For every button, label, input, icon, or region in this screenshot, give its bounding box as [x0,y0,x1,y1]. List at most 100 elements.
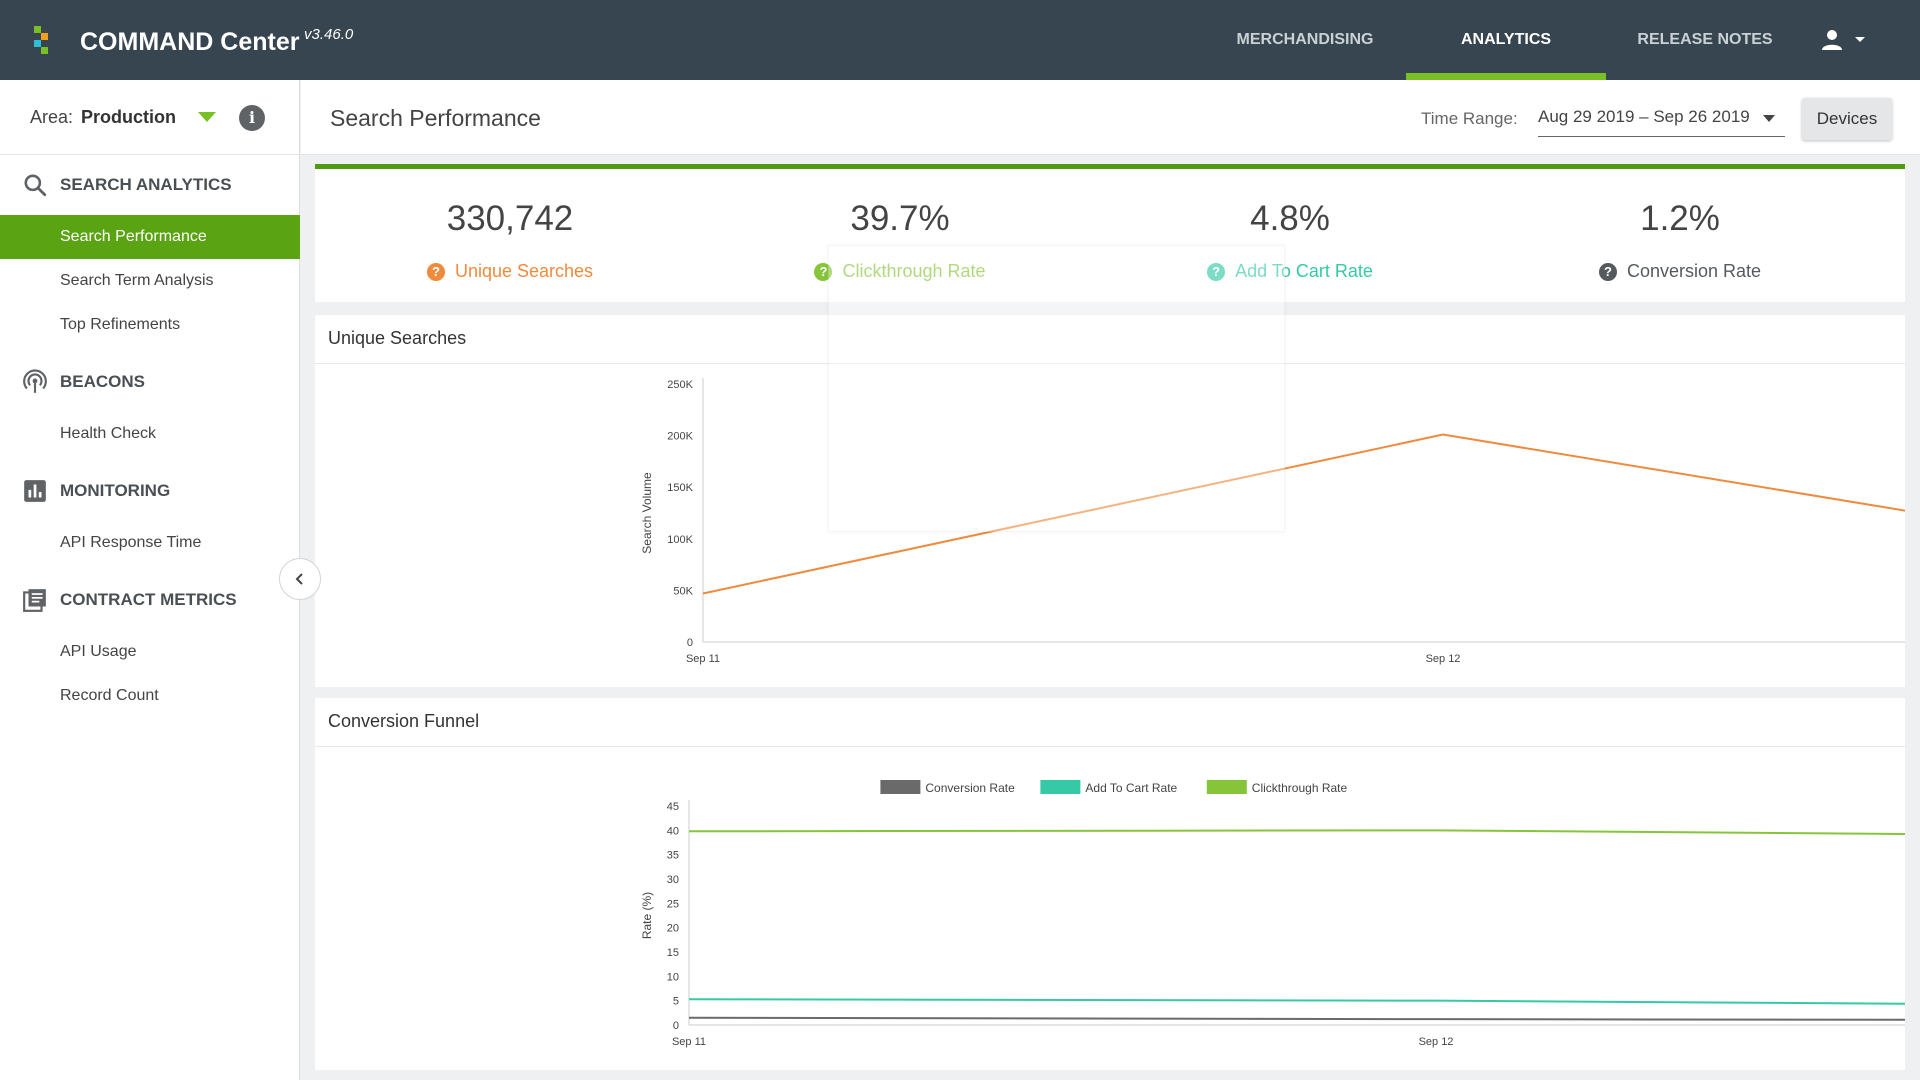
y-tick-label: 10 [667,971,679,983]
section-contract-metrics: CONTRACT METRICS [0,580,300,620]
y-tick-label: 5 [673,996,679,1008]
kpi-label: ? Unique Searches [315,261,705,282]
time-range-select[interactable]: Aug 29 2019 – Sep 26 2019 [1538,101,1785,137]
series-line[interactable] [688,998,1905,1005]
tab-analytics[interactable]: ANALYTICS [1460,31,1552,48]
legend-label: Conversion Rate [925,781,1015,795]
section-search-analytics: SEARCH ANALYTICS [0,165,300,205]
sidebar-item-api-usage[interactable]: API Usage [60,643,137,660]
kpi-label: ? Add To Cart Rate [1095,261,1485,282]
tab-release-notes[interactable]: RELEASE NOTES [1637,31,1773,48]
tab-merchandising[interactable]: MERCHANDISING [1236,31,1374,48]
y-tick-label: 250K [667,379,693,391]
section-label: CONTRACT METRICS [60,590,237,609]
series-line[interactable] [688,829,1905,836]
y-tick-label: 15 [667,947,679,959]
kpi-conversion-rate: 1.2% ? Conversion Rate [1485,169,1875,302]
beacon-icon [23,369,47,393]
app-title: COMMAND Center [80,28,300,56]
y-tick-label: 50K [673,585,693,597]
legend-item[interactable]: Conversion Rate [880,780,1015,795]
time-range-value: Aug 29 2019 – Sep 26 2019 [1538,107,1750,126]
legend-swatch [1206,780,1247,794]
sidebar-item-record-count[interactable]: Record Count [60,687,159,704]
section-label: BEACONS [60,372,146,391]
kpi-value: 330,742 [446,199,574,238]
legend-item[interactable]: Clickthrough Rate [1206,780,1348,795]
kpi-label: ? Conversion Rate [1485,261,1875,282]
y-tick-label: 100K [667,534,693,546]
series-line[interactable] [702,433,1905,595]
help-icon[interactable]: ? [426,262,445,281]
area-label: Area: [30,107,74,127]
section-monitoring: MONITORING [0,471,300,511]
kpi-label: ? Clickthrough Rate [705,261,1095,282]
legend-swatch [1040,780,1081,794]
y-tick-label: 35 [667,850,679,862]
user-menu[interactable] [1820,26,1872,54]
app-version: v3.46.0 [304,26,354,43]
conversion-funnel-card: Conversion Funnel 0 5 10 15 20 25 30 35 40 45 Sep … [315,698,1905,1070]
y-tick-label: 45 [667,801,679,813]
page-title: Search Performance [330,105,541,131]
app-logo[interactable] [34,26,56,56]
time-range-label: Time Range: [1421,109,1518,128]
kpi-label-text: Unique Searches [454,261,594,281]
sidebar-item-health-check[interactable]: Health Check [60,425,157,442]
section-label: SEARCH ANALYTICS [60,175,232,194]
y-tick-label: 150K [667,482,693,494]
legend-label: Add To Cart Rate [1085,781,1177,795]
unique-searches-card: Unique Searches 0 50K 100K 150K 200K 250K Sep … [315,315,1905,687]
devices-button[interactable]: Devices [1802,98,1892,140]
series-line[interactable] [688,1016,1905,1021]
chevron-down-icon [1855,37,1865,42]
area-selector-row: Area: Production i [0,80,300,155]
kpi-value: 4.8% [1250,199,1330,238]
help-icon[interactable]: ? [1207,262,1226,281]
kpi-value: 1.2% [1640,199,1720,238]
card-title: Unique Searches [328,328,467,348]
sidebar-item-search-term-analysis[interactable]: Search Term Analysis [60,272,214,289]
card-title: Conversion Funnel [328,711,480,731]
area-dropdown-icon[interactable] [198,112,216,122]
y-tick-label: 20 [667,923,679,935]
sidebar-item-search-performance[interactable]: Search Performance [0,215,300,259]
area-value[interactable]: Production [81,107,176,127]
kpi-label-text: Add To Cart Rate [1235,261,1373,281]
help-icon[interactable]: ? [814,262,833,281]
kpi-add-to-cart-rate: 4.8% ? Add To Cart Rate [1095,169,1485,302]
page-header: Search Performance Time Range: Aug 29 20… [301,80,1920,155]
sidebar: Area: Production i SEARCH ANALYTICS Sear… [0,80,300,1080]
info-icon[interactable]: i [239,105,265,131]
kpi-summary-card: 330,742 ? Unique Searches 39.7% ? Clickt… [315,164,1905,302]
y-tick-label: 200K [667,431,693,443]
y-tick-label: 40 [667,825,679,837]
person-icon [1822,30,1842,50]
legend-label: Clickthrough Rate [1252,781,1348,795]
legend-item[interactable]: Add To Cart Rate [1040,780,1178,795]
section-label: MONITORING [60,481,171,500]
kpi-label-text: Conversion Rate [1626,261,1762,281]
search-icon [24,174,47,197]
document-icon [23,589,46,612]
legend-swatch [880,780,921,794]
sidebar-item-top-refinements[interactable]: Top Refinements [60,316,181,333]
x-tick-label: Sep 12 [1426,653,1461,665]
x-tick-label: Sep 11 [672,1036,706,1048]
sidebar-item-api-response-time[interactable]: API Response Time [60,534,202,551]
help-icon[interactable]: ? [1598,262,1617,281]
chevron-down-icon [1763,115,1775,122]
y-tick-label: 0 [687,637,693,649]
collapse-sidebar-button[interactable] [279,558,321,600]
y-tick-label: 25 [667,898,679,910]
y-tick-label: 0 [673,1020,679,1032]
kpi-clickthrough-rate: 39.7% ? Clickthrough Rate [705,169,1095,302]
kpi-value: 39.7% [850,199,950,238]
bar-chart-icon [24,480,46,502]
y-tick-label: 30 [667,874,679,886]
section-beacons: BEACONS [0,362,300,402]
y-axis-label: Search Volume [640,472,654,554]
active-tab-indicator [1406,73,1606,80]
